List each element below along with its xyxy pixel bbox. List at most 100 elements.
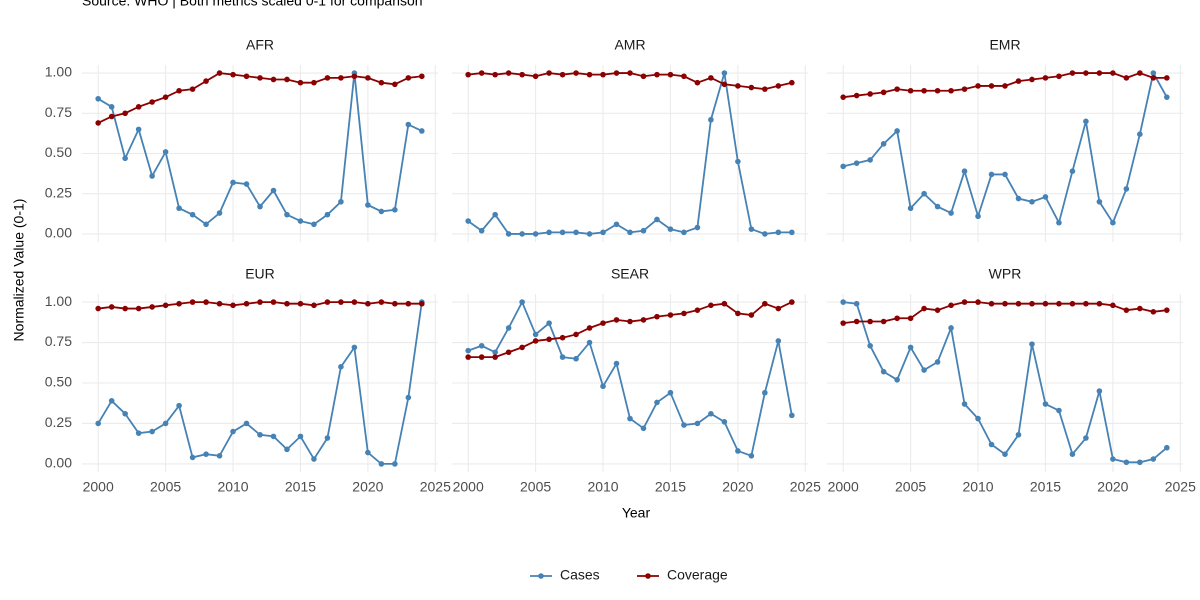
data-point — [324, 435, 331, 441]
x-tick-label: 2015 — [285, 479, 316, 495]
data-point — [840, 299, 846, 305]
data-point — [108, 104, 115, 110]
data-point — [961, 401, 968, 407]
data-point — [948, 325, 954, 331]
data-point — [1123, 307, 1130, 313]
data-point — [613, 360, 620, 367]
data-point — [392, 207, 398, 213]
data-point — [681, 310, 687, 317]
data-point — [762, 300, 768, 307]
x-tick-label: 2005 — [895, 479, 926, 495]
x-tick-label: 2010 — [962, 479, 993, 495]
data-point — [392, 300, 398, 307]
data-point — [216, 300, 223, 307]
data-point — [95, 305, 101, 312]
data-point — [505, 231, 512, 237]
data-point — [867, 157, 873, 163]
y-tick-label: 0.00 — [45, 225, 72, 241]
data-point — [880, 89, 887, 96]
data-point — [284, 76, 290, 83]
data-point — [1164, 94, 1170, 100]
data-point — [586, 325, 593, 331]
data-point — [975, 299, 981, 305]
data-point — [532, 231, 539, 237]
data-point — [505, 325, 512, 331]
data-point — [907, 315, 914, 322]
data-point — [338, 75, 344, 81]
x-tick-label: 2005 — [520, 479, 551, 495]
data-point — [546, 70, 552, 76]
data-point — [351, 344, 358, 351]
data-point — [789, 79, 795, 86]
data-point — [1002, 300, 1008, 307]
data-point — [853, 300, 860, 307]
data-point — [492, 354, 498, 360]
data-point — [216, 210, 223, 216]
data-point — [586, 231, 593, 237]
data-point — [1056, 407, 1062, 414]
data-point — [135, 430, 142, 436]
data-point — [640, 73, 647, 80]
data-point — [176, 87, 182, 94]
data-point — [243, 73, 250, 80]
data-point — [1123, 75, 1130, 81]
data-point — [122, 155, 128, 162]
data-point — [297, 433, 304, 440]
data-point — [546, 336, 552, 343]
legend-point — [645, 573, 651, 579]
data-point — [1150, 70, 1157, 76]
data-point — [1083, 300, 1089, 307]
data-point — [1164, 307, 1170, 313]
data-point — [1083, 118, 1089, 125]
data-point — [894, 315, 900, 322]
x-tick-label: 2005 — [150, 479, 181, 495]
data-point — [988, 441, 995, 448]
data-point — [654, 216, 660, 223]
data-point — [1002, 451, 1008, 458]
data-point — [1137, 459, 1143, 466]
y-tick-label: 1.00 — [45, 293, 72, 309]
data-point — [735, 158, 741, 165]
y-tick-label: 0.50 — [45, 374, 72, 390]
data-point — [573, 229, 579, 236]
data-point — [149, 173, 155, 179]
data-point — [505, 70, 512, 76]
data-point — [681, 229, 687, 236]
data-point — [338, 299, 344, 305]
data-point — [392, 81, 398, 88]
data-point — [1015, 195, 1022, 202]
x-tick-label: 2010 — [587, 479, 618, 495]
x-tick-label: 2000 — [828, 479, 859, 495]
data-point — [694, 79, 701, 86]
data-point — [230, 71, 236, 78]
data-point — [708, 75, 714, 81]
legend-label: Cases — [560, 567, 600, 583]
x-tick-label: 2015 — [655, 479, 686, 495]
data-point — [216, 70, 223, 76]
legend-point — [538, 573, 544, 579]
data-point — [627, 70, 633, 76]
data-point — [721, 419, 728, 425]
data-point — [492, 349, 498, 356]
data-point — [365, 449, 371, 456]
data-point — [708, 302, 714, 309]
data-point — [1056, 300, 1062, 307]
data-point — [988, 83, 995, 89]
data-point — [627, 415, 633, 422]
series-line — [97, 72, 423, 226]
data-point — [762, 231, 768, 237]
panel-title: EMR — [989, 37, 1020, 53]
data-point — [1110, 456, 1116, 462]
data-point — [1150, 309, 1157, 315]
data-point — [894, 376, 900, 383]
y-tick-label: 0.25 — [45, 414, 72, 430]
series-line — [468, 301, 793, 359]
data-point — [189, 211, 196, 218]
data-point — [775, 338, 782, 344]
data-point — [1150, 75, 1157, 81]
data-point — [559, 334, 566, 341]
data-point — [324, 299, 331, 305]
data-point — [546, 320, 552, 326]
data-point — [478, 354, 485, 360]
